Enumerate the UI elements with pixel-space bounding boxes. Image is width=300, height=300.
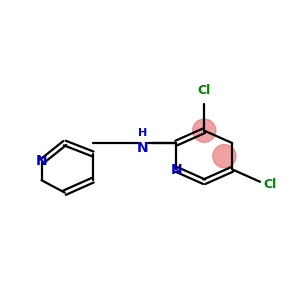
Text: N: N xyxy=(170,163,182,177)
Text: N: N xyxy=(36,154,47,168)
Text: Cl: Cl xyxy=(198,83,211,97)
Text: Cl: Cl xyxy=(263,178,276,191)
Circle shape xyxy=(193,119,216,142)
Text: N: N xyxy=(136,142,148,155)
Text: H: H xyxy=(138,128,147,138)
Circle shape xyxy=(213,145,236,168)
